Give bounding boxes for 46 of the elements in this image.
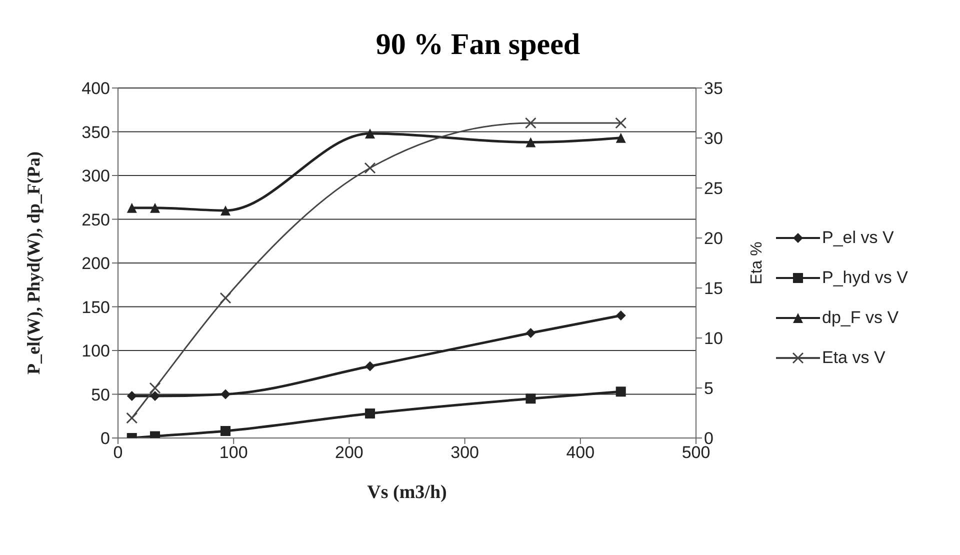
y-tick-label: 0 [100, 429, 110, 448]
point [616, 310, 626, 320]
point [220, 426, 231, 436]
point [365, 408, 376, 418]
y-tick-label: 300 [82, 166, 110, 186]
y-tick-label: 150 [82, 298, 110, 317]
point [526, 137, 536, 148]
point [126, 391, 137, 401]
x-tick-label: 500 [682, 443, 710, 462]
y2-tick-label: 35 [704, 79, 723, 98]
y-tick-label: 400 [82, 79, 110, 98]
y-tick-label: 350 [82, 122, 110, 142]
y2-tick-label: 5 [704, 379, 714, 398]
y2-axis-title: Eta % [748, 242, 766, 284]
point [616, 132, 626, 143]
legend-label: P_el vs V [822, 228, 894, 248]
y-axis-title: P_el(W), Phyd(W), dp_F(Pa) [23, 152, 44, 374]
x-tick-label: 100 [219, 443, 248, 462]
point [526, 328, 536, 338]
legend-label: dp_F vs V [822, 308, 899, 328]
y2-tick-label: 10 [704, 329, 723, 348]
point [365, 128, 376, 138]
point [365, 361, 376, 372]
x-tick-label: 300 [450, 443, 479, 462]
y-tick-label: 50 [91, 385, 110, 404]
x-axis-title: Vs (m3/h) [367, 482, 447, 503]
x-tick-label: 0 [113, 443, 123, 462]
point [220, 389, 231, 400]
y2-tick-label: 30 [704, 129, 723, 148]
y2-tick-label: 15 [704, 279, 723, 298]
y-tick-label: 250 [82, 210, 110, 230]
y-tick-label: 100 [82, 342, 110, 361]
point [526, 394, 536, 404]
point [150, 391, 160, 401]
y2-tick-label: 20 [704, 229, 723, 248]
point [150, 202, 160, 213]
y2-tick-label: 25 [704, 179, 723, 198]
x-tick-label: 400 [566, 443, 595, 462]
y-tick-label: 200 [82, 254, 110, 274]
legend-label: P_hyd vs V [822, 268, 908, 288]
point [616, 386, 626, 397]
legend-label: Eta vs V [822, 348, 886, 368]
x-tick-label: 200 [335, 443, 364, 462]
chart-title: 90 % Fan speed [374, 27, 582, 63]
point [126, 202, 137, 213]
point [220, 206, 231, 216]
